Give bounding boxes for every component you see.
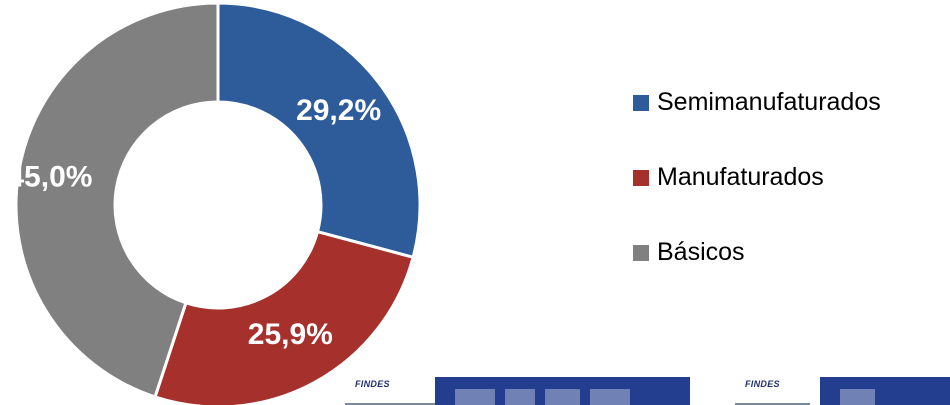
legend-item: Básicos [633,238,745,267]
legend-swatch [633,94,649,111]
donut-slice-manufaturados [153,229,415,405]
findes-logo: FINDES [735,377,950,405]
findes-logo-tag: FINDES [345,377,435,405]
slice-value-label: 29,2% [296,94,381,127]
logo-banner-shape [840,389,875,405]
logo-banner-shape [590,389,630,405]
slice-value-label: 45,0% [7,161,92,194]
legend-label: Semimanufaturados [657,88,881,116]
legend-label: Básicos [657,238,745,266]
findes-logo: FINDES [345,377,690,405]
findes-logo-banner [820,377,950,405]
donut-slice-basicos [14,1,220,399]
findes-logo-text: FINDES [745,379,780,389]
logo-banner-shape [545,389,580,405]
logo-banner-shape [505,389,535,405]
legend-item: Semimanufaturados [633,88,881,117]
findes-logo-tag: FINDES [735,377,810,405]
findes-logo-banner [435,377,690,405]
donut-slice-semimanufaturados [216,1,422,260]
legend-swatch [633,169,649,186]
findes-logo-text: FINDES [355,379,390,389]
slice-value-label: 25,9% [248,318,333,351]
legend-swatch [633,244,649,261]
logo-banner-shape [455,389,495,405]
legend-label: Manufaturados [657,163,824,191]
legend-item: Manufaturados [633,163,824,192]
